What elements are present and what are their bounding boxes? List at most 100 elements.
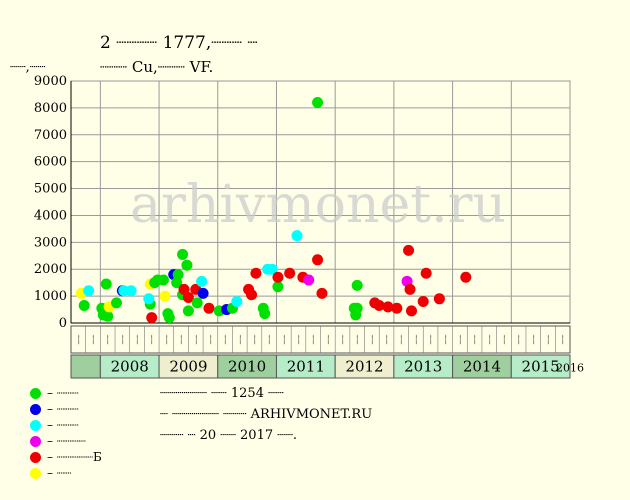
quarter-label: ┈┈ (294, 335, 303, 345)
data-point (420, 267, 432, 279)
quarter-label: ┈┈ (485, 335, 494, 345)
quarter-label: ┈┈ (250, 335, 259, 345)
data-point (312, 97, 324, 109)
quarter-label: ┈┈ (529, 335, 538, 345)
quarter-label: ┈┈ (192, 335, 201, 345)
quarter-label: ┈┈ (368, 335, 377, 345)
legend-swatch (30, 403, 41, 415)
legend-item: – ┈┈┈ (30, 417, 102, 433)
year-label: 2015 (522, 358, 560, 376)
y-tick-label: 8000 (34, 101, 67, 116)
quarter-label: ┈┈ (118, 335, 127, 345)
data-point (303, 274, 315, 286)
quarter-label: ┈┈ (89, 335, 98, 345)
data-point (417, 295, 429, 307)
quarter-label: ┈┈ (133, 335, 142, 345)
y-tick-label: 2000 (34, 262, 67, 277)
data-point (110, 297, 122, 309)
data-point (100, 278, 112, 290)
quarter-label: ┈┈ (500, 335, 509, 345)
legend-item: – ┈┈┈ (30, 385, 102, 401)
legend-label: – ┈┈┈ (47, 402, 79, 416)
quarter-label: ┈┈ (559, 335, 568, 345)
data-point (291, 230, 303, 242)
data-point (191, 297, 203, 309)
chart-subtitle: ┈┈┈ Cu,┈┈┈ VF. (100, 58, 214, 76)
data-point (246, 289, 258, 301)
legend-item: – ┈┈┈┈ (30, 433, 102, 449)
quarter-label: ┈┈ (441, 335, 450, 345)
year-label: 2010 (228, 358, 266, 376)
data-point (351, 279, 363, 291)
legend-swatch (30, 387, 41, 399)
data-point (272, 281, 284, 293)
chart-title: 2 ┈┈┈┈ 1777,┈┈┈ ┈ (100, 33, 258, 53)
legend-swatch (30, 419, 41, 431)
data-point (250, 267, 262, 279)
quarter-label: ┈┈ (383, 335, 392, 345)
legend-label: – ┈┈┈┈ (47, 434, 86, 448)
y-tick-label: 9000 (34, 74, 67, 89)
data-point (143, 293, 155, 305)
legend: – ┈┈┈ – ┈┈┈ – ┈┈┈ – ┈┈┈┈ – ┈┈┈┈┈Б – ┈┈ (30, 385, 102, 481)
year-label: 2009 (169, 358, 207, 376)
quarter-label: ┈┈ (353, 335, 362, 345)
data-point (266, 263, 278, 275)
info-line: ┈ ┈┈┈┈┈┈ ┈┈┈ ARHIVMONET.RU (160, 407, 373, 422)
data-point (172, 269, 184, 281)
data-point (259, 308, 271, 320)
data-point (351, 302, 363, 314)
year-label: 2016 (556, 362, 584, 375)
data-point (163, 312, 175, 324)
legend-label: – ┈┈┈┈┈Б (47, 450, 102, 464)
data-point (181, 259, 193, 271)
y-tick-label: 7000 (34, 128, 67, 143)
quarter-label: ┈┈ (148, 335, 157, 345)
data-point (197, 287, 209, 299)
y-axis-unit: ┈┈,┈┈ (10, 60, 46, 75)
year-label: 2008 (111, 358, 149, 376)
info-line: ┈┈┈┈┈┈ ┈┈ 1254 ┈┈ (160, 386, 284, 401)
legend-swatch (30, 435, 41, 447)
quarter-label: ┈┈ (177, 335, 186, 345)
quarter-label: ┈┈ (339, 335, 348, 345)
legend-swatch (30, 467, 41, 479)
quarter-label: ┈┈ (397, 335, 406, 345)
quarter-label: ┈┈ (515, 335, 524, 345)
y-tick-label: 5000 (34, 182, 67, 197)
quarter-label: ┈┈ (221, 335, 230, 345)
quarter-label: ┈┈ (206, 335, 215, 345)
legend-label: – ┈┈ (47, 466, 72, 480)
quarter-label: ┈┈ (412, 335, 421, 345)
quarter-label: ┈┈ (309, 335, 318, 345)
year-label: 2014 (463, 358, 501, 376)
data-point (102, 310, 114, 322)
y-tick-label: 4000 (34, 208, 67, 223)
data-point (231, 295, 243, 307)
data-point (403, 244, 415, 256)
y-tick-label: 0 (59, 316, 67, 331)
quarter-label: ┈┈ (324, 335, 333, 345)
data-point (460, 271, 472, 283)
data-point (316, 287, 328, 299)
y-tick-label: 3000 (34, 235, 67, 250)
data-point (391, 302, 403, 314)
y-tick-label: 1000 (34, 289, 67, 304)
data-point (83, 285, 95, 297)
data-point (203, 302, 215, 314)
data-point (405, 305, 417, 317)
data-point (159, 290, 171, 302)
quarter-label: ┈┈ (162, 335, 171, 345)
quarter-label: ┈┈ (456, 335, 465, 345)
data-point (182, 291, 194, 303)
data-point (196, 275, 208, 287)
info-block: ┈┈┈┈┈┈ ┈┈ 1254 ┈┈ ┈ ┈┈┈┈┈┈ ┈┈┈ ARHIVMONE… (160, 383, 372, 446)
data-point (178, 283, 190, 295)
data-point (312, 254, 324, 266)
info-line: ┈┈┈ ┈ 20 ┈┈ 2017 ┈┈. (160, 428, 298, 443)
data-point (146, 312, 158, 324)
data-point (433, 293, 445, 305)
year-cell (510, 354, 571, 379)
legend-item: – ┈┈ (30, 465, 102, 481)
quarter-label: ┈┈ (280, 335, 289, 345)
